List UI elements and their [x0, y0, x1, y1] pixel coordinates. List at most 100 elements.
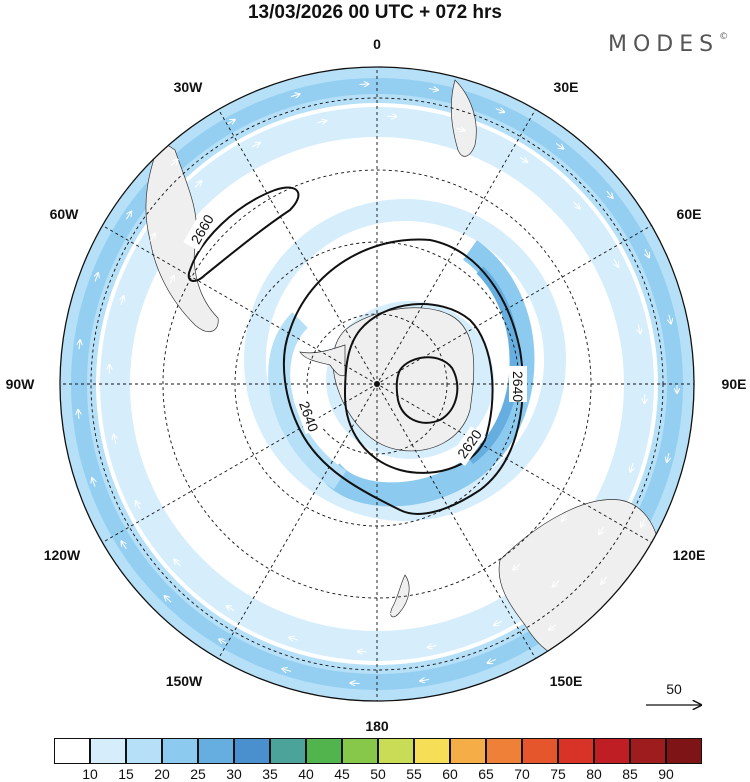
wind-arrow — [289, 637, 298, 640]
wind-arrow — [165, 596, 172, 603]
wind-arrow — [136, 501, 140, 510]
wind-arrow — [317, 606, 326, 608]
wind-arrow — [494, 621, 503, 625]
wind-arrow — [114, 435, 116, 444]
wind-arrow — [125, 212, 131, 220]
wind-arrow — [597, 316, 600, 326]
wind-arrow — [170, 160, 178, 167]
wind-arrow — [121, 296, 124, 305]
wind-arrow — [420, 679, 430, 681]
colorbar-swatch — [342, 738, 378, 764]
colorbar-swatch — [558, 738, 594, 764]
wind-arrow — [149, 234, 155, 242]
lon-label-120e: 120E — [673, 547, 706, 563]
lon-label-60w: 60W — [50, 206, 80, 222]
lon-label-90e: 90E — [722, 376, 747, 392]
colorbar-swatch — [126, 738, 162, 764]
reference-vector: 50 — [646, 681, 701, 705]
lon-label-30w: 30W — [174, 79, 204, 95]
wind-arrow — [166, 475, 170, 484]
lon-label-90w: 90W — [6, 376, 36, 392]
wind-arrow — [95, 273, 98, 282]
wind-arrow — [394, 155, 404, 156]
contour-label-2640-right: 2640 — [510, 371, 526, 402]
wind-arrow — [520, 204, 528, 210]
wind-arrow — [638, 324, 640, 334]
wind-arrow — [148, 409, 149, 418]
wind-arrow — [219, 639, 228, 644]
colorbar-swatch — [414, 738, 450, 764]
colorbar-tick-label: 65 — [478, 766, 494, 782]
wind-arrow — [150, 340, 151, 350]
colorbar-swatch — [54, 738, 90, 764]
lon-label-60e: 60E — [677, 206, 702, 222]
contour-2640-outer — [282, 238, 524, 515]
wind-arrow — [606, 190, 613, 198]
wind-arrow — [488, 659, 497, 663]
colorbar-swatch — [450, 738, 486, 764]
wind-arrow — [549, 624, 557, 630]
wind-arrow — [78, 410, 79, 419]
colorbar-swatch — [234, 738, 270, 764]
wind-arrow — [92, 478, 95, 487]
wind-arrow — [562, 513, 568, 521]
south-pole-marker — [374, 381, 380, 387]
wind-arrow — [614, 258, 618, 267]
wind-arrow — [226, 120, 235, 125]
colorbar-tick-label: 25 — [190, 766, 206, 782]
wind-arrow — [594, 451, 597, 461]
wind-arrow — [317, 121, 327, 123]
wind-arrow — [641, 518, 645, 527]
wind-vectors — [78, 84, 677, 684]
wind-arrow — [553, 580, 560, 587]
wind-arrow — [174, 560, 181, 567]
colorbar-swatch — [162, 738, 198, 764]
wind-arrow — [519, 156, 528, 162]
colorbar-tick-label: 55 — [406, 766, 422, 782]
new-zealand — [390, 574, 410, 618]
colorbar-tick-label: 90 — [658, 766, 674, 782]
map-border — [59, 66, 695, 702]
colorbar-tick-label: 10 — [82, 766, 98, 782]
wind-arrow — [667, 453, 669, 462]
wind-arrow — [351, 683, 360, 684]
brand-logo: MODES© — [608, 32, 728, 57]
colorbar-tick-label: 15 — [118, 766, 134, 782]
wind-arrow — [202, 534, 209, 541]
reference-vector-label: 50 — [666, 681, 682, 697]
antarctica — [332, 307, 475, 452]
wind-arrow — [326, 158, 335, 160]
wind-arrow — [461, 170, 469, 173]
map-title: 13/03/2026 00 UTC + 072 hrs — [247, 2, 503, 23]
wind-arrow — [573, 201, 580, 209]
lon-label-150e: 150E — [550, 673, 583, 689]
colorbar-swatch — [594, 738, 630, 764]
lon-label-120w: 120W — [44, 547, 81, 563]
colorbar-tick-label: 60 — [442, 766, 458, 782]
colorbar-swatch — [270, 738, 306, 764]
brand-mark: © — [719, 32, 729, 42]
wind-arrow — [359, 84, 369, 85]
wind-arrow — [290, 94, 300, 97]
antarctic-peninsula — [299, 344, 346, 377]
wind-arrow — [282, 669, 292, 672]
wind-arrow — [645, 249, 649, 257]
colorbar-swatch — [198, 738, 234, 764]
colorbar-swatch — [630, 738, 666, 764]
longitude-labels: 0 30W 30E 60W 60E 90W 90E 120W 120E 150W… — [6, 36, 747, 734]
lon-label-30e: 30E — [554, 79, 579, 95]
wind-arrow — [669, 314, 671, 324]
colorbar-tick-label: 20 — [154, 766, 170, 782]
colorbar-tick-label: 35 — [262, 766, 278, 782]
colorbar-tick-label: 30 — [226, 766, 242, 782]
colorbar-tick-label: 40 — [298, 766, 314, 782]
brand-name: MODES — [608, 32, 720, 57]
wind-arrow — [170, 276, 174, 285]
wind-arrow — [254, 578, 262, 583]
wind-arrow — [79, 340, 80, 350]
wind-arrow — [429, 89, 438, 91]
colorbar-swatch — [486, 738, 522, 764]
colorbar-swatch — [306, 738, 342, 764]
wind-arrow — [495, 109, 504, 113]
